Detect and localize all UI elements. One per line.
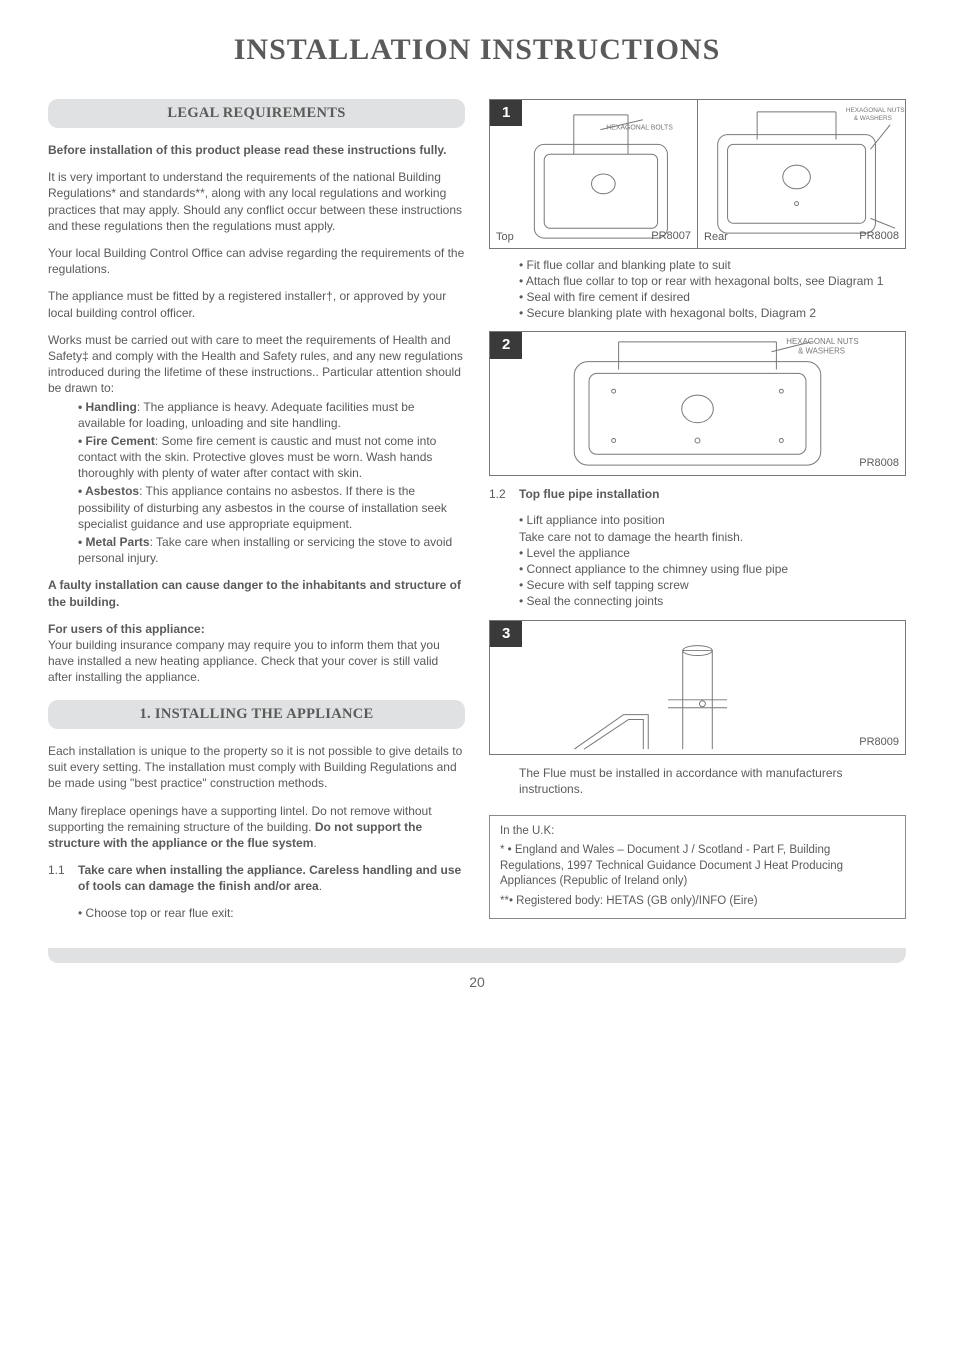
svg-text:& WASHERS: & WASHERS: [798, 347, 845, 356]
stove-rear-plate-icon: HEXAGONAL NUTS & WASHERS: [490, 332, 905, 475]
page-number: 20: [48, 973, 906, 992]
flue-note: The Flue must be installed in accordance…: [489, 765, 906, 797]
diagram-badge: 1: [490, 100, 522, 126]
users-paragraph: For users of this appliance: Your buildi…: [48, 621, 465, 686]
body-paragraph: Each installation is unique to the prope…: [48, 743, 465, 792]
body-paragraph: Many fireplace openings have a supportin…: [48, 803, 465, 852]
step-1-2: 1.2 Top flue pipe installation: [489, 486, 906, 502]
page-title: INSTALLATION INSTRUCTIONS: [48, 30, 906, 71]
two-column-layout: LEGAL REQUIREMENTS Before installation o…: [48, 99, 906, 922]
bullet-choose-exit: • Choose top or rear flue exit:: [48, 905, 465, 921]
diagram-1-top: 1 HEXAGONAL BOLTS Top PR8007: [489, 99, 697, 249]
diagram-3: 3 PR8009: [489, 620, 906, 755]
diagram-1: 1 HEXAGONAL BOLTS Top PR8007: [489, 99, 906, 249]
body-paragraph: Your local Building Control Office can a…: [48, 245, 465, 277]
body-paragraph: It is very important to understand the r…: [48, 169, 465, 234]
svg-text:& WASHERS: & WASHERS: [854, 114, 892, 121]
svg-text:HEXAGONAL NUTS: HEXAGONAL NUTS: [846, 106, 905, 113]
diagram-2: 2 HEXAGONAL NUTS & WASHERS PR8008: [489, 331, 906, 476]
step-1-1: 1.1 Take care when installing the applia…: [48, 862, 465, 894]
stove-rear-icon: HEXAGONAL NUTS & WASHERS: [698, 100, 905, 248]
flue-pipe-icon: [490, 621, 905, 754]
body-paragraph: The appliance must be fitted by a regist…: [48, 288, 465, 320]
diagram-code: PR8007: [651, 229, 691, 244]
svg-text:HEXAGONAL NUTS: HEXAGONAL NUTS: [786, 337, 858, 346]
safety-bullets: • Handling: The appliance is heavy. Adeq…: [48, 399, 465, 567]
installing-appliance-header: 1. INSTALLING THE APPLIANCE: [48, 700, 465, 730]
left-column: LEGAL REQUIREMENTS Before installation o…: [48, 99, 465, 922]
diagram-1-rear: HEXAGONAL NUTS & WASHERS Rear PR8008: [697, 99, 906, 249]
diagram-label: Rear: [704, 230, 728, 245]
faulty-warning: A faulty installation can cause danger t…: [48, 577, 465, 609]
diagram-code: PR8008: [859, 229, 899, 244]
svg-text:HEXAGONAL BOLTS: HEXAGONAL BOLTS: [606, 124, 673, 131]
step-1-2-bullets: • Lift appliance into position Take care…: [489, 512, 906, 609]
body-paragraph: Works must be carried out with care to m…: [48, 332, 465, 397]
intro-paragraph: Before installation of this product plea…: [48, 142, 465, 158]
diagram-code: PR8008: [859, 456, 899, 471]
diagram-label: Top: [496, 230, 514, 245]
right-column: 1 HEXAGONAL BOLTS Top PR8007: [489, 99, 906, 922]
diagram-badge: 2: [490, 332, 522, 358]
diagram-1-bullets: • Fit flue collar and blanking plate to …: [489, 257, 906, 322]
footnote-box: In the U.K: * • England and Wales – Docu…: [489, 815, 906, 919]
footer-bar: [48, 948, 906, 963]
diagram-badge: 3: [490, 621, 522, 647]
legal-requirements-header: LEGAL REQUIREMENTS: [48, 99, 465, 129]
diagram-code: PR8009: [859, 735, 899, 750]
